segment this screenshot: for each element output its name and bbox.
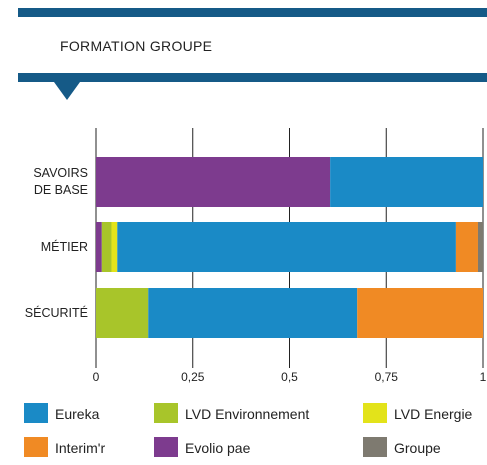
- bar-segment: [96, 222, 102, 272]
- legend-label: LVD Energie: [394, 406, 473, 422]
- legend-swatch: [24, 403, 48, 423]
- bar-segment: [357, 288, 483, 338]
- bar-segment: [96, 288, 149, 338]
- x-tick-label: 0,5: [281, 370, 298, 384]
- x-tick-label: 0,75: [374, 370, 398, 384]
- legend-label: LVD Environnement: [185, 406, 310, 422]
- bar-segment: [96, 157, 331, 207]
- legend-label: Eureka: [55, 406, 100, 422]
- bar-segment: [111, 222, 118, 272]
- bar-segment: [330, 157, 483, 207]
- y-category-label: SAVOIRS DE BASE: [33, 166, 88, 197]
- header-chevron-bar: [18, 73, 487, 100]
- x-tick-label: 1: [479, 370, 487, 384]
- legend-label: Interim'r: [55, 440, 106, 456]
- y-category-label: SÉCURITÉ: [24, 305, 88, 320]
- header-bar: [18, 8, 487, 17]
- legend-swatch: [363, 403, 387, 423]
- legend-label: Groupe: [394, 440, 441, 456]
- legend-label: Evolio pae: [185, 440, 251, 456]
- bar-segment: [117, 222, 456, 272]
- bar-segment: [477, 222, 483, 272]
- legend-swatch: [24, 437, 48, 457]
- y-category-label: MÉTIER: [40, 239, 88, 254]
- bar-segment: [148, 288, 358, 338]
- legend-swatch: [154, 403, 178, 423]
- chart-title: FORMATION GROUPE: [60, 38, 213, 54]
- bar-segment: [455, 222, 478, 272]
- legend-swatch: [154, 437, 178, 457]
- legend-swatch: [363, 437, 387, 457]
- x-tick-label: 0,25: [181, 370, 205, 384]
- bar-segment: [101, 222, 112, 272]
- x-tick-label: 0: [92, 370, 100, 384]
